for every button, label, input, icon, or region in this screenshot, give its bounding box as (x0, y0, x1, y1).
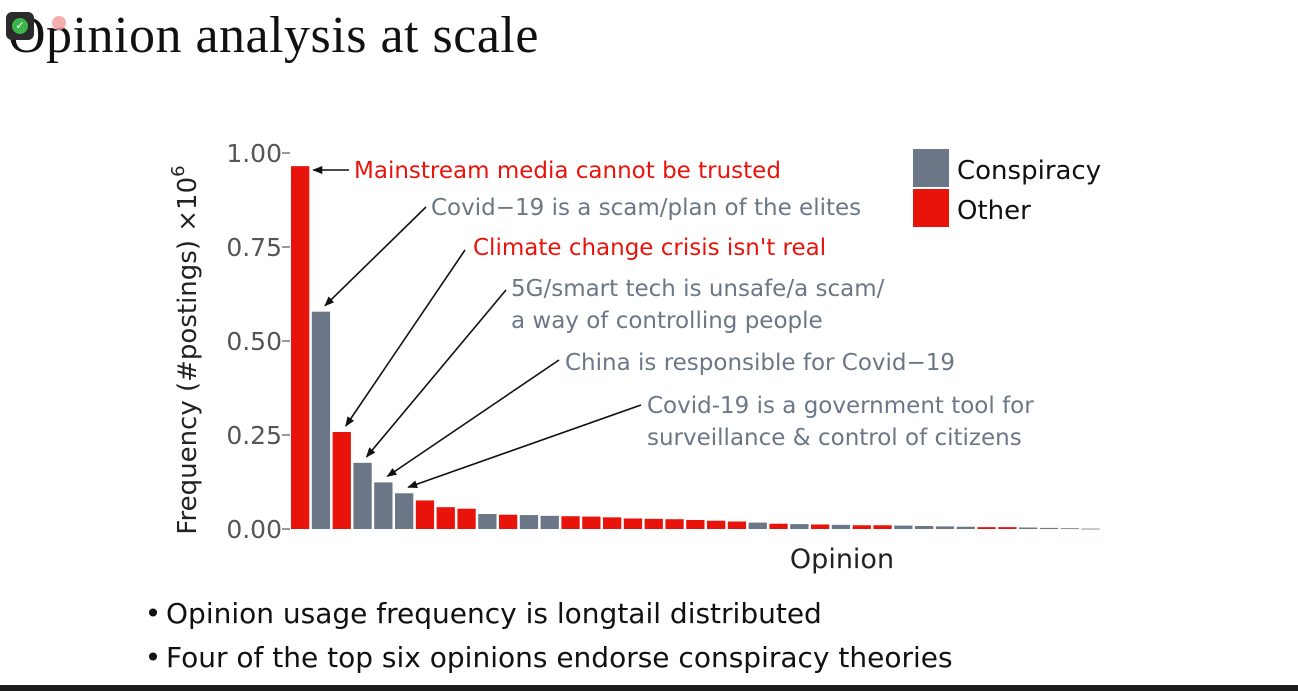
bullet-item: Opinion usage frequency is longtail dist… (140, 592, 953, 636)
bar-conspiracy (935, 526, 955, 529)
bar-other (561, 516, 580, 529)
annotation-label: China is responsible for Covid−19 (565, 350, 955, 376)
shield-check-icon[interactable]: ✓ (6, 12, 34, 40)
annotation-label: Climate change crisis isn't real (473, 235, 826, 261)
annotation-arrow (407, 404, 642, 489)
bar-other (332, 431, 351, 529)
annotation-line: a way of controlling people (511, 308, 823, 334)
bar-other (727, 521, 747, 529)
x-axis-label: Opinion (790, 544, 894, 575)
annotation-line: Covid-19 is a government tool for (647, 393, 1034, 419)
bar-other (582, 516, 601, 529)
annotation-label: Covid-19 is a government tool for surveil… (647, 393, 1034, 451)
frequency-bar-chart: 0.00 0.25 0.50 0.75 1.00 Mainstream media ca… (168, 139, 1101, 575)
legend: Conspiracy Other (913, 149, 1101, 227)
bar-other (644, 518, 663, 529)
slide-title: Opinion analysis at scale (8, 7, 539, 64)
bullet-item: Four of the top six opinions endorse con… (140, 636, 953, 680)
annotation-arrow (324, 206, 427, 307)
annotation-label: 5G/smart tech is unsafe/a scam/a way of … (511, 276, 885, 334)
bar-other (811, 524, 830, 529)
bar-conspiracy (478, 513, 497, 529)
legend-swatch-other (913, 189, 949, 227)
bar-other (415, 500, 435, 529)
annotations: Mainstream media cannot be trusted Covid−… (312, 158, 1034, 489)
annotation-arrow (365, 289, 507, 458)
bar-other (291, 166, 310, 529)
bar-conspiracy (1039, 527, 1059, 529)
bar-conspiracy (540, 515, 559, 529)
bar-conspiracy (956, 526, 975, 529)
annotation-line: Mainstream media cannot be trusted (354, 158, 781, 184)
y-tick-label: 1.00 (226, 139, 282, 168)
y-tick-label: 0.50 (226, 327, 282, 356)
legend-label: Conspiracy (957, 156, 1101, 186)
bar-other (686, 519, 705, 529)
bar-conspiracy (311, 311, 331, 529)
bar-other (603, 517, 622, 529)
bar-conspiracy (894, 525, 913, 529)
bar-conspiracy (395, 493, 414, 529)
bar-conspiracy (790, 524, 809, 529)
annotation-arrow (386, 359, 560, 478)
bottom-bar (0, 685, 1298, 691)
bar-other (623, 518, 643, 529)
bar-other (769, 523, 788, 529)
bar-conspiracy (353, 462, 372, 529)
y-axis: 0.00 0.25 0.50 0.75 1.00 (226, 139, 290, 544)
bar-other (665, 519, 684, 529)
bar-other (998, 527, 1017, 529)
annotation-line: Covid−19 is a scam/plan of the elites (431, 195, 861, 221)
bar-conspiracy (519, 515, 539, 529)
annotation-line: Climate change crisis isn't real (473, 235, 826, 261)
annotation-line: surveillance & control of citizens (647, 425, 1022, 451)
bar-conspiracy (1081, 528, 1100, 530)
record-dot-icon (52, 16, 66, 30)
y-axis-label-exponent: 6 (168, 165, 189, 176)
y-tick-label: 0.25 (226, 421, 282, 450)
annotation-label: Mainstream media cannot be trusted (354, 158, 781, 184)
bar-other (499, 514, 518, 529)
y-axis-label: Frequency (#postings) ×106 (168, 165, 203, 534)
bar-other (852, 525, 871, 529)
bar-conspiracy (831, 524, 851, 529)
y-axis-label-text: Frequency (#postings) ×10 (173, 177, 203, 535)
annotation-line: 5G/smart tech is unsafe/a scam/ (511, 276, 885, 302)
bar-conspiracy (748, 522, 767, 529)
y-tick-label: 0.75 (226, 233, 282, 262)
bar-other (873, 525, 892, 529)
y-tick-label: 0.00 (226, 515, 282, 544)
legend-swatch-conspiracy (913, 149, 949, 187)
bullet-list: Opinion usage frequency is longtail dist… (140, 592, 953, 680)
legend-label: Other (957, 196, 1031, 226)
bar-other (436, 507, 455, 529)
bar-conspiracy (374, 482, 393, 529)
bar-conspiracy (1019, 527, 1038, 529)
bar-other (977, 527, 996, 529)
bar-other (457, 508, 476, 529)
bar-other (707, 520, 726, 529)
annotation-line: China is responsible for Covid−19 (565, 350, 955, 376)
annotation-arrow (345, 249, 466, 427)
annotation-label: Covid−19 is a scam/plan of the elites (431, 195, 861, 221)
bar-conspiracy (915, 525, 934, 529)
bars (291, 166, 1100, 530)
bar-conspiracy (1060, 528, 1079, 530)
